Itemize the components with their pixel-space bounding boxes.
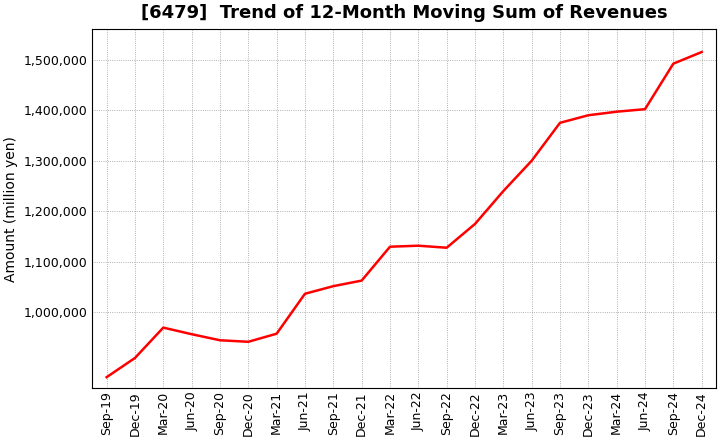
Title: [6479]  Trend of 12-Month Moving Sum of Revenues: [6479] Trend of 12-Month Moving Sum of R…: [141, 4, 667, 22]
Y-axis label: Amount (million yen): Amount (million yen): [4, 136, 18, 282]
